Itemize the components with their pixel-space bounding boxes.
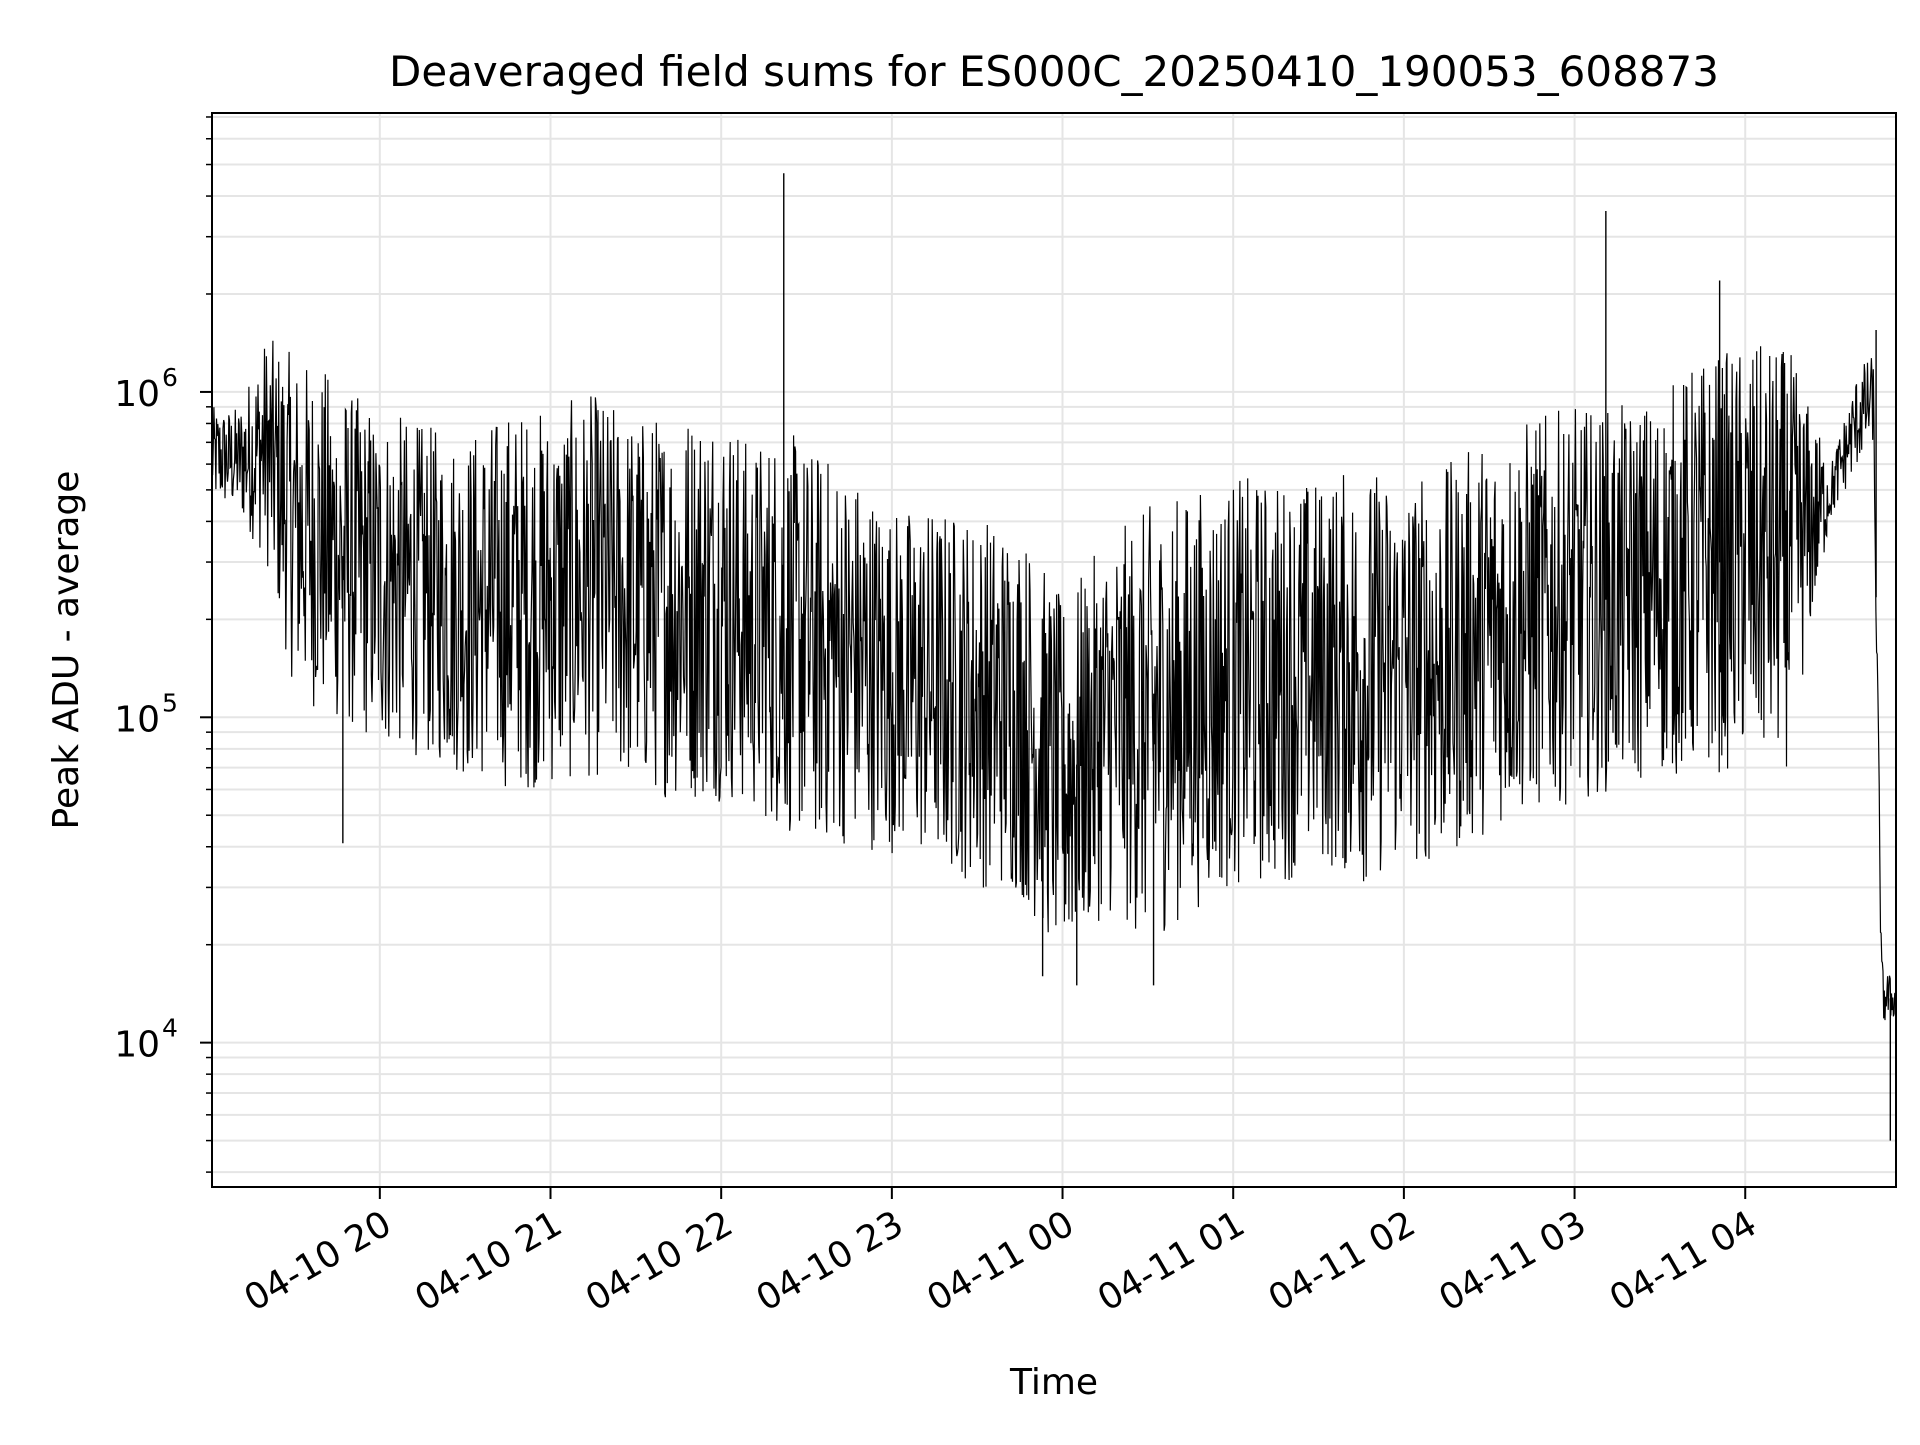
data-line: [211, 340, 1897, 1021]
chart-title: Deaveraged field sums for ES000C_2025041…: [389, 47, 1719, 96]
y-tick-label-exponent: 6: [162, 363, 178, 392]
y-tick-label-exponent: 4: [162, 1014, 178, 1043]
x-axis-label: Time: [1009, 1362, 1098, 1403]
plot-data: [211, 173, 1897, 1141]
y-tick-label: 10: [114, 1025, 160, 1066]
y-tick-label: 10: [114, 374, 160, 415]
y-axis-label: Peak ADU - average: [46, 471, 87, 830]
y-tick-label-exponent: 5: [162, 688, 178, 717]
y-tick-label: 10: [114, 699, 160, 740]
plot-frame: [211, 112, 1897, 1188]
